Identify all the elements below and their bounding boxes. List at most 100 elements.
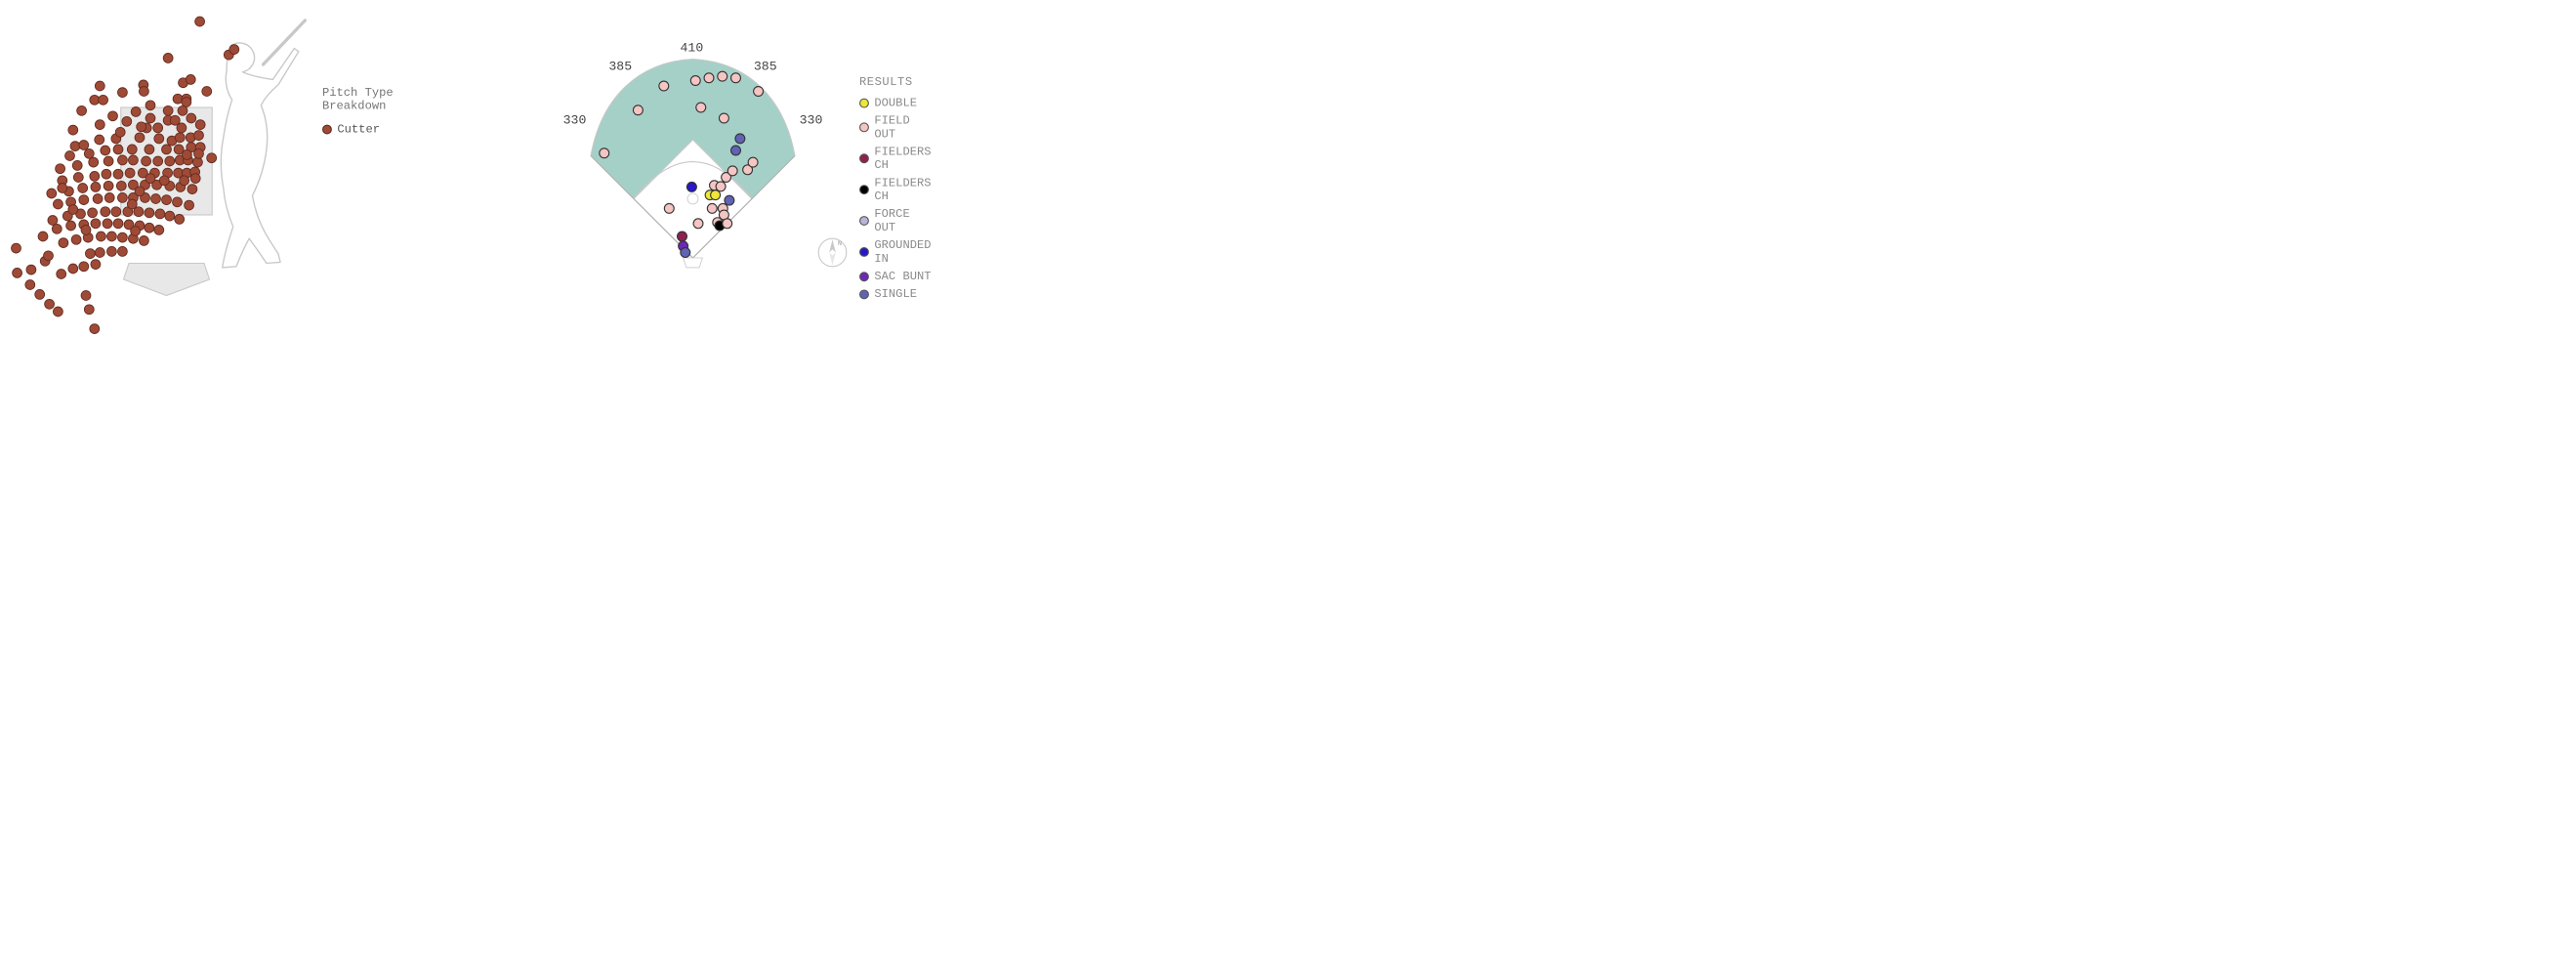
hit-dot (664, 203, 674, 213)
hit-dot (681, 248, 690, 258)
pitch-dot (91, 182, 101, 191)
pitch-dot (68, 205, 78, 215)
pitch-dot (190, 174, 200, 184)
hit-dot (723, 219, 732, 229)
pitch-dot (26, 265, 36, 274)
pitch-dot (131, 227, 141, 236)
pitch-dot (104, 192, 114, 202)
pitch-dot (192, 157, 202, 167)
pitch-dot (78, 184, 88, 193)
legend-swatch (859, 272, 869, 281)
pitch-dot (154, 134, 164, 144)
pitch-dot (131, 106, 141, 116)
pitch-dot (165, 211, 175, 221)
pitch-dot (68, 125, 78, 135)
pitch-dot (56, 164, 65, 174)
pitch-dot (145, 174, 155, 184)
legend-label: FORCE OUT (874, 207, 935, 234)
pitch-dot (91, 219, 101, 229)
pitch-dot (101, 146, 110, 155)
pitch-dot (71, 234, 81, 244)
results-legend-item: FORCE OUT (859, 207, 935, 234)
pitch-dot (182, 149, 191, 159)
pitch-dot (13, 268, 22, 277)
pitch-dot (135, 133, 145, 143)
pitch-dot (96, 232, 105, 241)
pitch-legend-item: Cutter (322, 122, 419, 136)
pitch-dot (104, 156, 113, 166)
results-legend-item: FIELD OUT (859, 114, 935, 142)
pitch-dot (137, 122, 146, 132)
pitch-dot (145, 113, 155, 123)
hit-dot (678, 232, 687, 241)
hit-dot (748, 157, 758, 167)
pitch-dot (145, 208, 154, 218)
pitch-dot (72, 160, 82, 170)
pitch-dot (154, 225, 164, 234)
hit-dot (707, 203, 717, 213)
pitch-dot (68, 264, 78, 274)
pitch-dot (53, 307, 62, 316)
pitch-dot (186, 74, 195, 84)
pitch-dot (145, 101, 155, 110)
pitch-dot (77, 105, 87, 115)
legend-label: FIELDERS CH (874, 176, 935, 203)
pitch-dot (135, 187, 145, 196)
hit-dot (600, 148, 609, 158)
results-legend-item: SINGLE (859, 287, 935, 301)
pitch-dot (90, 171, 100, 181)
pitch-dot (59, 238, 68, 248)
pitch-dot (117, 246, 127, 256)
hit-dot (696, 103, 706, 112)
pitch-dot (175, 133, 185, 143)
hit-dot (711, 190, 721, 200)
pitch-dot (104, 181, 113, 190)
pitch-dot (163, 105, 173, 115)
results-legend-item: DOUBLE (859, 96, 935, 109)
pitch-dot (89, 157, 99, 167)
hit-dot (735, 134, 745, 144)
distance-label: 385 (608, 60, 632, 74)
hit-dot (693, 219, 703, 229)
pitch-location-chart: Pitch Type Breakdown Cutter (11, 11, 419, 344)
results-legend-item: FIELDERS CH (859, 176, 935, 203)
hit-dot (754, 87, 764, 97)
pitch-dot (95, 135, 104, 145)
pitch-dot (159, 176, 169, 186)
pitch-type-legend: Pitch Type Breakdown Cutter (322, 86, 419, 141)
pitch-dot (44, 251, 54, 261)
pitch-legend-title: Pitch Type Breakdown (322, 86, 419, 113)
pitch-dot (178, 105, 187, 115)
hit-dot (731, 146, 741, 155)
pitch-dot (185, 200, 194, 210)
pitch-dot (187, 185, 197, 194)
pitch-dot (91, 260, 101, 270)
legend-label: Cutter (337, 122, 380, 136)
results-legend-item: FIELDERS CH (859, 146, 935, 173)
pitch-dot (53, 199, 62, 209)
results-legend-item: GROUNDED IN (859, 238, 935, 266)
pitch-dot (103, 219, 112, 229)
pitch-dot (113, 219, 123, 229)
pitch-dot (57, 270, 66, 279)
legend-label: SINGLE (874, 287, 917, 301)
results-legend-title: RESULTS (859, 75, 935, 89)
hit-dot (659, 81, 669, 91)
pitch-dot (142, 156, 151, 166)
results-legend-item: SAC BUNT (859, 270, 935, 283)
pitch-scatter-svg (11, 11, 312, 344)
pitch-dot (117, 192, 127, 202)
pitch-dot (47, 189, 57, 198)
pitch-dot (163, 53, 173, 63)
spray-chart: 330385410385330 RESULTS DOUBLEFIELD OUTF… (559, 11, 935, 312)
legend-label: GROUNDED IN (874, 238, 935, 266)
pitch-dot (90, 324, 100, 334)
legend-label: FIELD OUT (874, 114, 935, 142)
hit-dot (719, 113, 728, 123)
pitch-dot (165, 156, 175, 166)
legend-swatch (322, 124, 332, 134)
legend-label: FIELDERS CH (874, 146, 935, 173)
hit-dot (633, 105, 643, 115)
pitch-dot (145, 145, 154, 154)
hit-dot (731, 73, 741, 83)
